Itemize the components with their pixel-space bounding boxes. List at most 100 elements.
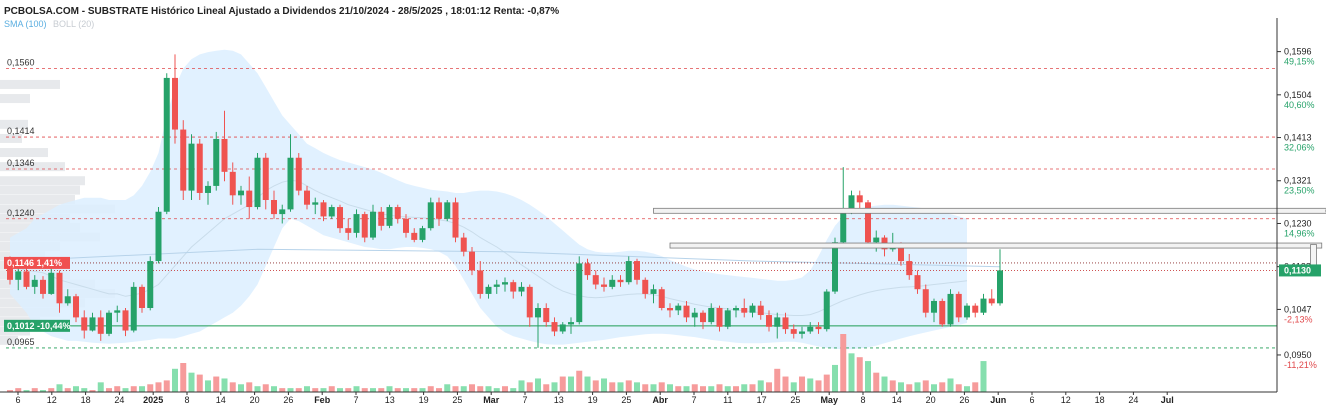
- candle[interactable]: [436, 197, 442, 226]
- candle[interactable]: [757, 300, 764, 320]
- candle[interactable]: [559, 322, 566, 334]
- candle[interactable]: [980, 293, 987, 316]
- candle[interactable]: [625, 256, 632, 285]
- candle[interactable]: [658, 286, 665, 311]
- candle[interactable]: [48, 268, 55, 295]
- candle[interactable]: [510, 279, 517, 299]
- candle[interactable]: [716, 305, 723, 332]
- candle[interactable]: [749, 303, 756, 318]
- candle[interactable]: [568, 317, 574, 334]
- candle[interactable]: [221, 110, 228, 182]
- candle[interactable]: [287, 134, 294, 212]
- x-axis[interactable]: 6 12 18 24 2025 8 14 20 26 Feb 7 13 19 25 Mar 7 13 19 25 Ab…: [0, 391, 1277, 405]
- candle[interactable]: [163, 73, 170, 215]
- candle[interactable]: [667, 303, 673, 318]
- candle[interactable]: [914, 270, 921, 294]
- candle[interactable]: [370, 204, 376, 240]
- candle[interactable]: [823, 289, 830, 332]
- candle[interactable]: [642, 277, 649, 299]
- candle[interactable]: [353, 209, 360, 238]
- candle[interactable]: [130, 282, 137, 333]
- candle[interactable]: [64, 289, 71, 306]
- boll-legend[interactable]: BOLL (20): [53, 19, 94, 29]
- candle[interactable]: [23, 268, 30, 290]
- candle[interactable]: [114, 305, 121, 323]
- candle[interactable]: [733, 305, 739, 318]
- candle[interactable]: [279, 204, 286, 224]
- candle[interactable]: [469, 246, 475, 276]
- candle[interactable]: [460, 232, 467, 257]
- candle[interactable]: [799, 326, 805, 339]
- candle[interactable]: [139, 284, 145, 313]
- candle[interactable]: [617, 275, 624, 287]
- candle[interactable]: [939, 298, 946, 327]
- candle[interactable]: [172, 54, 178, 144]
- candle[interactable]: [312, 197, 319, 215]
- candle[interactable]: [502, 277, 508, 292]
- candle[interactable]: [535, 303, 541, 348]
- candle[interactable]: [345, 218, 352, 240]
- candle[interactable]: [97, 310, 104, 341]
- candle[interactable]: [592, 270, 599, 290]
- candle[interactable]: [691, 308, 698, 327]
- candle[interactable]: [790, 324, 797, 339]
- candle[interactable]: [304, 185, 310, 210]
- candles[interactable]: [7, 54, 1003, 348]
- candle[interactable]: [73, 293, 79, 323]
- candle[interactable]: [386, 204, 393, 229]
- candle[interactable]: [675, 303, 682, 316]
- candle[interactable]: [526, 284, 533, 327]
- candle[interactable]: [964, 303, 970, 320]
- candle[interactable]: [485, 284, 492, 299]
- candle[interactable]: [807, 322, 814, 334]
- sma-legend[interactable]: SMA (100): [4, 19, 47, 29]
- candle[interactable]: [444, 200, 451, 222]
- candle[interactable]: [213, 131, 220, 191]
- user-drawings[interactable]: [653, 207, 1326, 276]
- candle[interactable]: [180, 120, 187, 200]
- candle[interactable]: [700, 310, 706, 330]
- candle[interactable]: [337, 204, 343, 233]
- candle[interactable]: [988, 289, 995, 306]
- candle[interactable]: [543, 303, 550, 327]
- candle[interactable]: [741, 298, 748, 318]
- candle[interactable]: [782, 312, 789, 334]
- candle[interactable]: [551, 317, 558, 337]
- candle[interactable]: [196, 138, 203, 200]
- candle[interactable]: [40, 276, 46, 299]
- candle[interactable]: [378, 207, 385, 231]
- candle[interactable]: [419, 225, 426, 243]
- candle[interactable]: [262, 153, 269, 210]
- candle[interactable]: [31, 275, 38, 294]
- candle[interactable]: [254, 153, 261, 210]
- candle[interactable]: [947, 289, 954, 327]
- candle[interactable]: [865, 200, 871, 247]
- candle[interactable]: [452, 197, 459, 243]
- candle[interactable]: [766, 310, 772, 332]
- candle[interactable]: [246, 176, 253, 219]
- candle[interactable]: [229, 162, 236, 205]
- indicator-legend[interactable]: SMA (100) BOLL (20): [4, 19, 94, 29]
- candle[interactable]: [122, 308, 129, 337]
- candle[interactable]: [295, 153, 302, 196]
- candle[interactable]: [609, 275, 616, 290]
- candle[interactable]: [56, 270, 63, 313]
- candle[interactable]: [708, 303, 715, 325]
- candle[interactable]: [997, 249, 1003, 306]
- candle[interactable]: [271, 190, 277, 219]
- candle[interactable]: [106, 310, 112, 337]
- candle[interactable]: [394, 204, 401, 224]
- candle[interactable]: [411, 228, 418, 243]
- candle[interactable]: [724, 308, 731, 330]
- candle[interactable]: [328, 204, 335, 219]
- candle[interactable]: [922, 284, 929, 318]
- candle[interactable]: [89, 312, 96, 332]
- candle[interactable]: [238, 185, 244, 205]
- candle[interactable]: [403, 214, 409, 238]
- candle[interactable]: [601, 277, 607, 292]
- candle[interactable]: [15, 265, 22, 291]
- candle[interactable]: [931, 298, 937, 323]
